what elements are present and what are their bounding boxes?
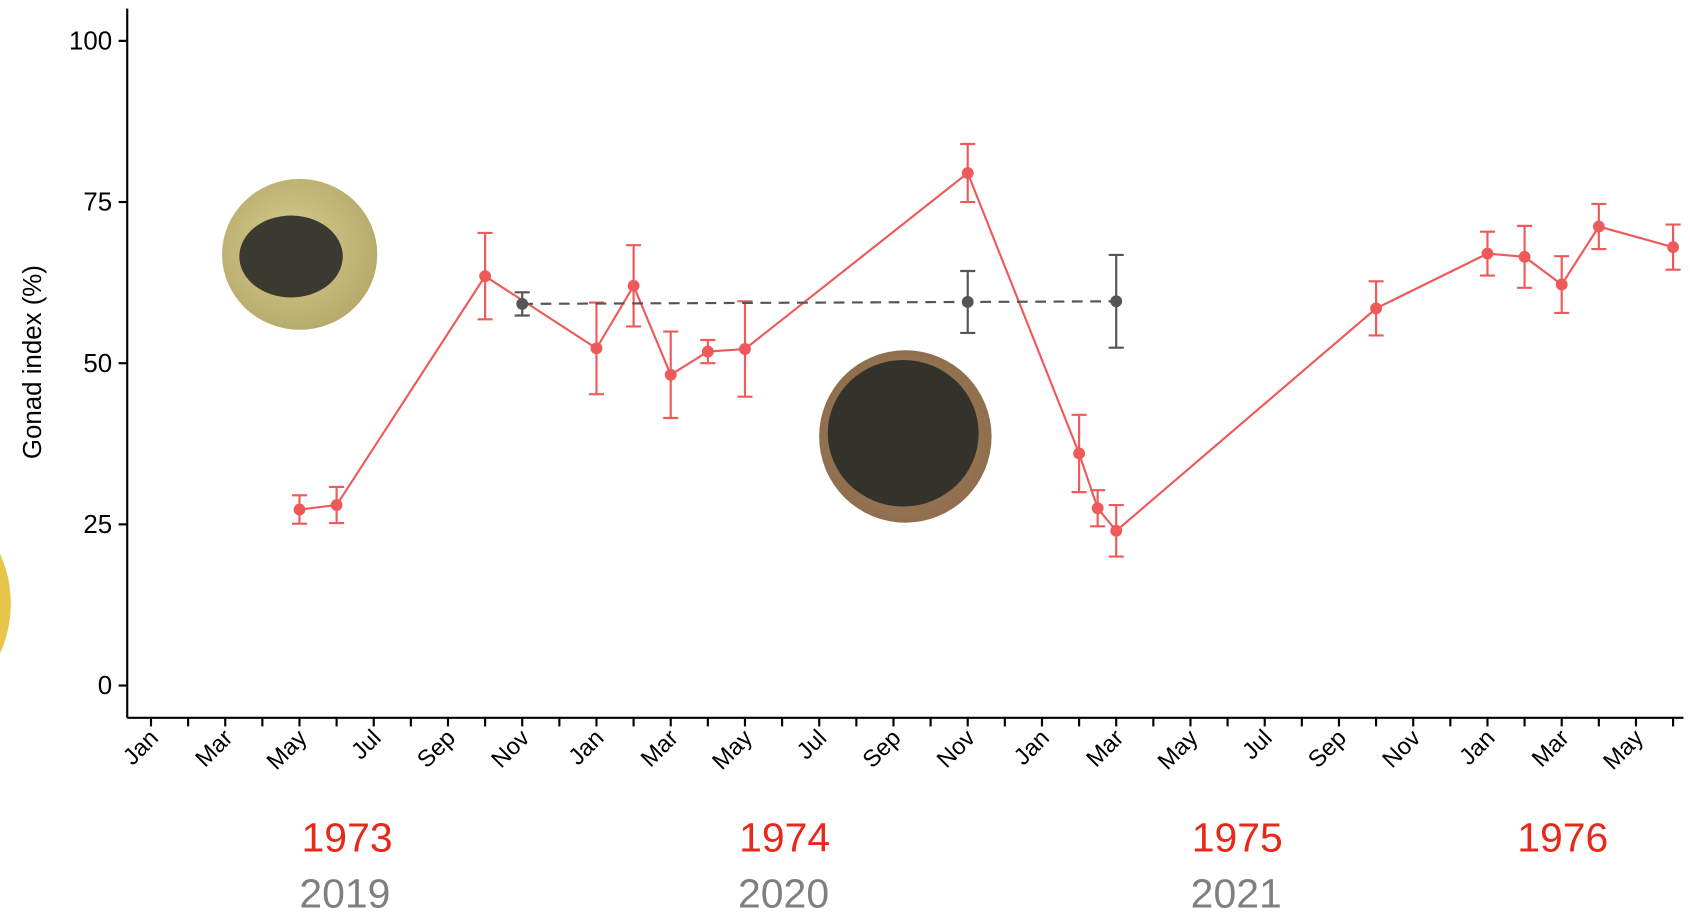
- x-tick-label: Jan: [118, 725, 163, 770]
- y-tick-label: 25: [83, 511, 112, 539]
- x-tick-label: Nov: [932, 725, 980, 773]
- point: [961, 167, 974, 179]
- year-label: 1973: [302, 814, 393, 860]
- year-label: 1976: [1517, 814, 1608, 860]
- point: [1370, 302, 1383, 315]
- y-tick-label: 75: [83, 189, 112, 217]
- point: [293, 503, 306, 516]
- y-tick-label: 50: [83, 350, 112, 378]
- year-label: 2020: [738, 870, 829, 915]
- x-tick-label: Sep: [413, 725, 461, 773]
- x-tick-label: May: [262, 725, 312, 775]
- x-tick-label: Mar: [636, 725, 683, 772]
- x-tick-label: Jan: [1009, 725, 1054, 770]
- point: [739, 343, 751, 355]
- x-tick-label: Jul: [347, 725, 387, 765]
- x-tick-label: Jan: [564, 725, 609, 770]
- photo-edge: [0, 553, 11, 654]
- point: [1110, 524, 1123, 537]
- point: [701, 345, 714, 358]
- x-tick-label: Sep: [858, 725, 906, 773]
- point: [627, 279, 640, 292]
- x-tick-label: May: [1599, 725, 1649, 775]
- x-tick-label: Nov: [487, 725, 535, 773]
- series-line: [522, 300, 1117, 305]
- point: [1592, 220, 1605, 233]
- x-tick-label: Jul: [1238, 725, 1278, 765]
- point: [1667, 241, 1680, 254]
- point: [1073, 447, 1086, 460]
- x-tick-label: May: [1153, 725, 1203, 775]
- x-tick-label: Jul: [792, 725, 832, 765]
- x-tick-label: May: [708, 725, 758, 775]
- point: [664, 368, 677, 381]
- point: [1555, 278, 1568, 291]
- point: [961, 296, 974, 308]
- y-axis-label: Gonad index (%): [19, 265, 47, 459]
- point: [1091, 502, 1104, 515]
- x-tick-label: Mar: [1082, 725, 1129, 772]
- point: [1110, 295, 1123, 308]
- year-label: 2019: [299, 870, 390, 915]
- year-label: 2021: [1191, 870, 1282, 915]
- series-line: [299, 171, 1674, 533]
- x-tick-label: Nov: [1378, 725, 1426, 773]
- point: [479, 270, 492, 283]
- point: [516, 297, 529, 310]
- x-tick-label: Sep: [1304, 725, 1352, 773]
- year-label: 1975: [1192, 814, 1283, 860]
- point: [1518, 250, 1531, 263]
- photo-1: [222, 178, 378, 330]
- point: [590, 342, 603, 355]
- year-label: 1974: [739, 814, 830, 860]
- point: [1481, 247, 1494, 260]
- x-tick-label: Jan: [1455, 725, 1500, 770]
- photo-2: [819, 350, 992, 523]
- x-tick-label: Mar: [191, 725, 238, 772]
- y-tick-label: 100: [69, 27, 112, 55]
- y-tick-label: 0: [98, 672, 112, 700]
- point: [330, 499, 343, 511]
- x-tick-label: Mar: [1527, 725, 1574, 772]
